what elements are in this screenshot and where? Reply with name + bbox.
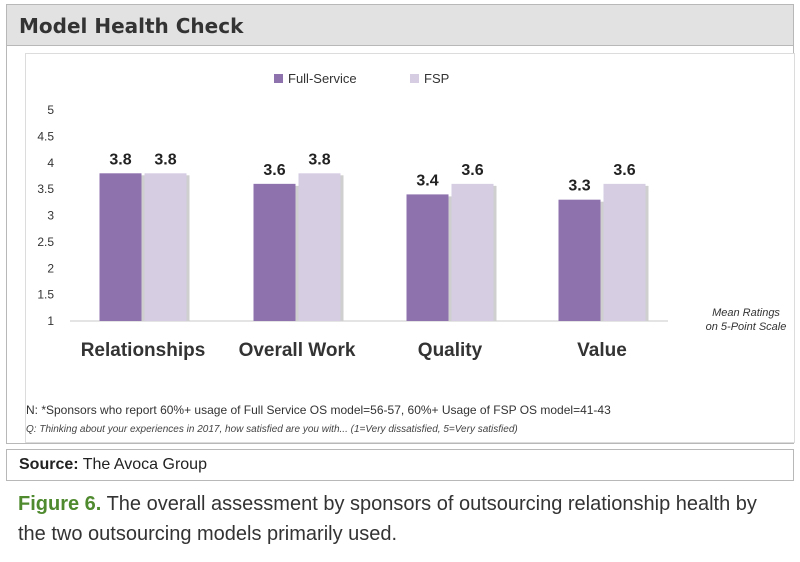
category-label: Quality — [418, 340, 483, 361]
scale-annotation: Mean Ratings — [712, 307, 780, 319]
legend-swatch — [274, 74, 283, 83]
source-label: Source: — [19, 456, 79, 473]
data-label: 3.4 — [416, 172, 438, 189]
bar-full-service — [99, 173, 142, 321]
y-tick-label: 2 — [47, 261, 54, 275]
chart-panel: 1 1.5 2 2.5 3 3.5 4 4.5 5 3.8 3.6 3.4 3.3 3.8 3.8 3.6 3.… — [25, 53, 795, 443]
caption-text: The overall assessment by sponsors of ou… — [18, 493, 757, 545]
page-title: Model Health Check — [19, 14, 244, 38]
source-bar: Source: The Avoca Group — [6, 449, 794, 481]
y-tick-label: 5 — [47, 103, 54, 117]
y-tick-label: 3 — [47, 209, 54, 223]
data-label: 3.6 — [263, 162, 285, 179]
bar-full-service — [253, 183, 296, 321]
figure-caption: Figure 6. The overall assessment by spon… — [18, 489, 788, 549]
data-label: 3.6 — [461, 162, 483, 179]
bar-fsp — [298, 173, 341, 321]
category-label: Overall Work — [239, 340, 356, 361]
survey-question-note: Q: Thinking about your experiences in 20… — [26, 424, 518, 435]
scale-annotation: on 5-Point Scale — [706, 321, 787, 333]
category-label: Relationships — [81, 340, 206, 361]
bar-fsp — [451, 183, 494, 321]
legend-label: Full-Service — [288, 71, 357, 86]
data-label: 3.8 — [154, 151, 176, 168]
bar-chart: 1 1.5 2 2.5 3 3.5 4 4.5 5 3.8 3.6 3.4 3.3 3.8 3.8 3.6 3.… — [37, 71, 787, 361]
y-tick-label: 1 — [47, 314, 54, 328]
figure-frame: Model Health Check 1 1.5 2 2.5 3 3.5 4 4.5 5 3.8 3… — [6, 4, 795, 444]
data-label: 3.8 — [308, 151, 330, 168]
data-label: 3.8 — [109, 151, 131, 168]
source-text: The Avoca Group — [82, 456, 207, 473]
bar-fsp — [144, 173, 187, 321]
bar-fsp — [603, 183, 646, 321]
sample-size-footnote: N: *Sponsors who report 60%+ usage of Fu… — [26, 403, 611, 417]
chart-header: Model Health Check — [7, 5, 793, 46]
figure-label: Figure 6. — [18, 493, 102, 515]
y-tick-label: 4.5 — [37, 129, 54, 143]
legend-swatch — [410, 74, 419, 83]
category-label: Value — [577, 340, 627, 361]
data-label: 3.6 — [613, 162, 635, 179]
y-tick-label: 3.5 — [37, 182, 54, 196]
y-tick-label: 2.5 — [37, 235, 54, 249]
y-tick-label: 4 — [47, 156, 54, 170]
source-line: Source: The Avoca Group — [19, 456, 207, 474]
y-tick-label: 1.5 — [37, 288, 54, 302]
legend-label: FSP — [424, 71, 449, 86]
bar-full-service — [558, 199, 601, 321]
bar-full-service — [406, 194, 449, 321]
data-label: 3.3 — [568, 178, 590, 195]
